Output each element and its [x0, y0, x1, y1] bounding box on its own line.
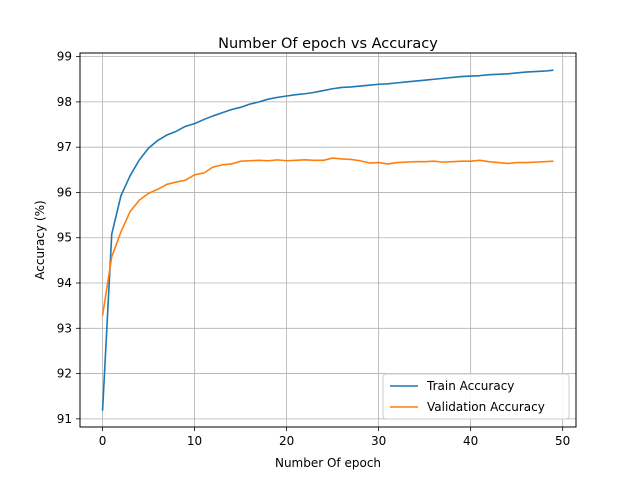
axis-ticks: 0 10 20 30 40 50 91 92 93 94 95 96 97 98 99: [57, 50, 571, 448]
gridlines: [80, 53, 576, 427]
plot-area-frame: [79, 52, 577, 428]
x-tick-label: 0: [99, 434, 107, 448]
y-tick-label: 97: [57, 140, 72, 154]
x-tick-label: 30: [371, 434, 386, 448]
y-tick-label: 92: [57, 367, 72, 381]
series-line-validation-accuracy: [101, 157, 554, 316]
x-axis-label: Number Of epoch: [275, 456, 381, 470]
x-tick-label: 20: [279, 434, 294, 448]
x-tick-label: 40: [463, 434, 478, 448]
y-tick-label: 96: [57, 185, 72, 199]
y-tick-label: 98: [57, 95, 72, 109]
x-tick-label: 50: [555, 434, 570, 448]
series-line-train-accuracy: [101, 69, 554, 411]
legend-label-train: Train Accuracy: [426, 379, 514, 393]
legend-box: [382, 373, 570, 420]
y-tick-label: 99: [57, 50, 72, 64]
y-axis-label: Accuracy (%): [33, 200, 47, 279]
x-tick-label: 10: [187, 434, 202, 448]
y-tick-label: 93: [57, 321, 72, 335]
chart-title: Number Of epoch vs Accuracy: [218, 36, 438, 52]
y-tick-label: 95: [57, 231, 72, 245]
series-lines: [101, 69, 554, 411]
y-tick-label: 94: [57, 276, 72, 290]
legend: Train Accuracy Validation Accuracy: [382, 373, 570, 420]
legend-label-validation: Validation Accuracy: [427, 400, 545, 414]
y-tick-label: 91: [57, 412, 72, 426]
